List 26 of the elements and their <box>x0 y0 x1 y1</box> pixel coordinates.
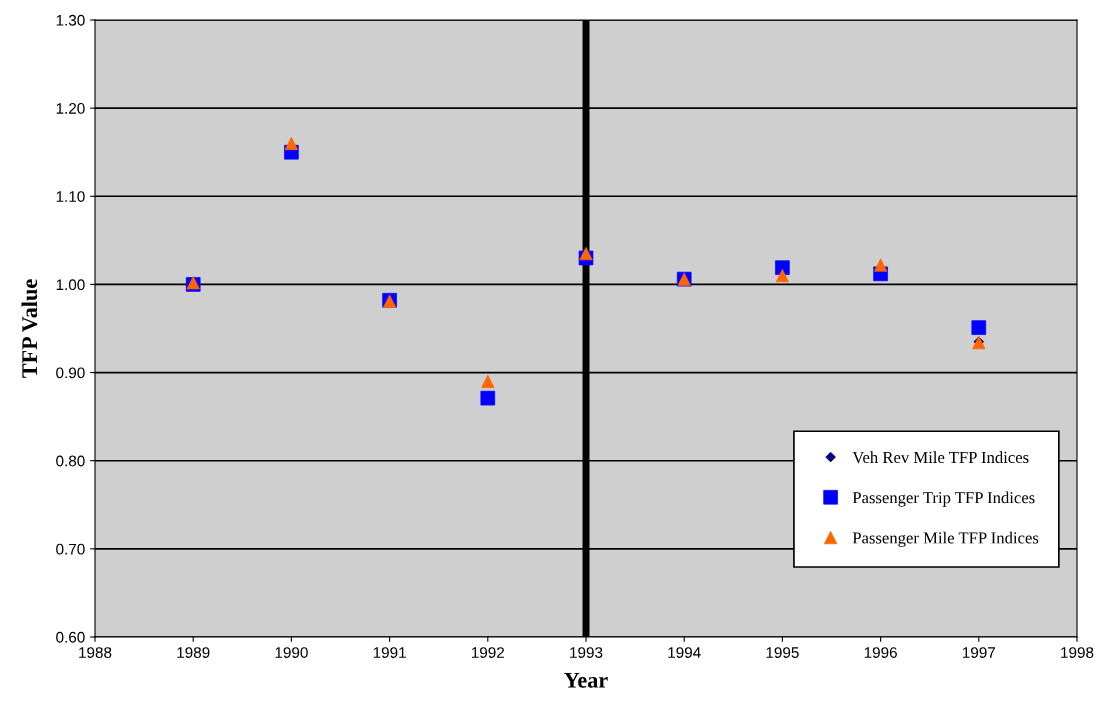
x-tick-label: 1989 <box>177 647 210 658</box>
y-tick-label: 1.20 <box>56 103 85 114</box>
x-tick-label: 1995 <box>766 647 799 658</box>
point <box>480 390 496 406</box>
legend-label: Passenger Trip TFP Indices <box>852 491 1035 507</box>
x-axis-title: Year <box>564 672 608 688</box>
x-tick-label: 1992 <box>471 647 505 658</box>
x-tick-label: 1990 <box>275 647 308 658</box>
x-tick-label: 1993 <box>570 647 603 658</box>
x-tick-label: 1996 <box>864 647 897 658</box>
legend-label: Passenger Mile TFP Indices <box>852 531 1039 547</box>
y-tick-label: 1.30 <box>56 14 85 26</box>
y-tick-label: 1.10 <box>56 191 85 202</box>
y-tick-label: 0.60 <box>56 631 85 643</box>
x-tick-label: 1988 <box>79 647 112 658</box>
x-tick-label: 1994 <box>668 647 701 658</box>
y-axis-title: TFP Value <box>21 279 38 378</box>
x-tick-label: 1991 <box>373 647 406 658</box>
legend-label: Veh Rev Mile TFP Indices <box>852 451 1029 464</box>
y-tick-label: 0.90 <box>56 367 85 379</box>
point <box>971 320 987 335</box>
x-tick-label: 1997 <box>962 647 996 658</box>
x-tick-label: 1998 <box>1061 647 1094 658</box>
y-tick-label: 1.00 <box>56 279 85 291</box>
y-tick-label: 0.80 <box>56 455 85 467</box>
y-tick-label: 0.70 <box>56 543 85 555</box>
